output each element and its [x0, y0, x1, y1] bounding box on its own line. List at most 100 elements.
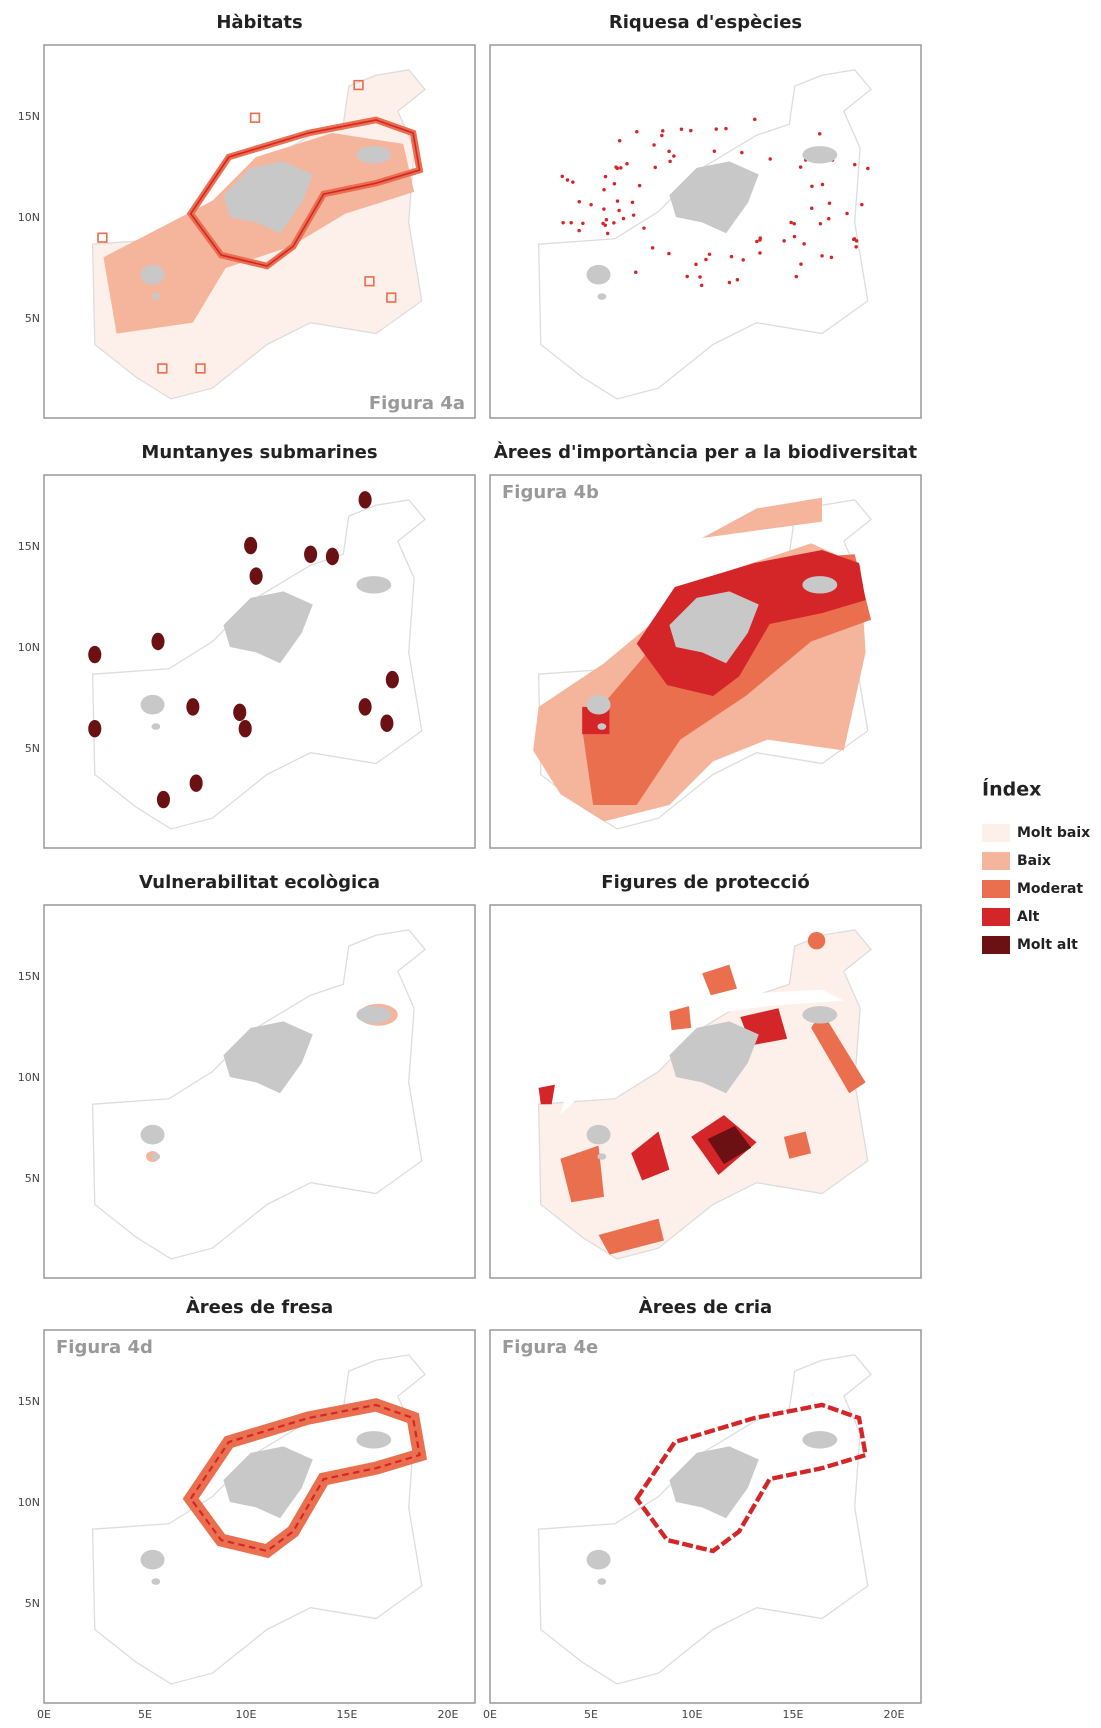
zone — [685, 275, 688, 278]
zone — [617, 209, 620, 212]
y-tick-label: 5N — [25, 1597, 40, 1610]
zone — [186, 698, 199, 715]
zone — [578, 200, 581, 203]
island — [587, 1125, 611, 1145]
panel-title: Muntanyes submarines — [141, 442, 377, 463]
zone — [704, 258, 707, 261]
zone — [151, 633, 164, 650]
zone — [860, 203, 863, 206]
x-tick-label: 20E — [438, 1708, 459, 1721]
zone — [589, 203, 592, 206]
zone — [304, 546, 317, 563]
zone — [810, 185, 813, 188]
zone — [730, 255, 733, 258]
zone — [581, 222, 584, 225]
zone — [612, 221, 615, 224]
zone — [602, 207, 605, 210]
zone — [792, 222, 795, 225]
y-tick-label: 15N — [18, 970, 40, 983]
zone — [250, 567, 263, 584]
zone — [634, 271, 637, 274]
zone — [782, 239, 785, 242]
zone — [753, 118, 756, 121]
y-tick-label: 15N — [18, 110, 40, 123]
zone — [808, 932, 825, 949]
zone — [651, 246, 654, 249]
zone — [88, 646, 101, 663]
zone — [768, 157, 771, 160]
zone — [616, 199, 619, 202]
legend-swatch — [982, 824, 1010, 842]
zone — [380, 715, 393, 732]
x-tick-label: 10E — [236, 1708, 257, 1721]
island — [587, 1550, 611, 1570]
zone — [795, 275, 798, 278]
zone — [604, 224, 607, 227]
figure-label: Figura 4d — [56, 1337, 153, 1358]
zone — [714, 127, 717, 130]
zone — [672, 154, 675, 157]
zone — [618, 139, 621, 142]
zone — [642, 226, 645, 229]
y-tick-label: 10N — [18, 1071, 40, 1084]
zone — [606, 232, 609, 235]
zone — [566, 178, 569, 181]
zone — [827, 217, 830, 220]
zone — [845, 212, 848, 215]
zone — [654, 166, 657, 169]
zone — [613, 182, 616, 185]
figure: HàbitatsFigura 4a15N10N5NRiquesa d'espèc… — [0, 0, 1101, 1724]
legend-label: Alt — [1017, 909, 1040, 925]
zone — [724, 127, 727, 130]
panel-title: Riquesa d'espècies — [609, 12, 802, 33]
zone — [830, 256, 833, 259]
island — [151, 1153, 160, 1160]
zone — [694, 263, 697, 266]
island — [587, 265, 611, 285]
island — [141, 265, 165, 285]
zone — [828, 201, 831, 204]
y-tick-label: 10N — [18, 1496, 40, 1509]
island — [802, 146, 837, 163]
zone — [708, 253, 711, 256]
zone — [667, 150, 670, 153]
legend-label: Moderat — [1017, 881, 1083, 897]
legend-swatch — [982, 880, 1010, 898]
zone — [689, 129, 692, 132]
figure-label: Figura 4e — [502, 1337, 598, 1358]
y-tick-label: 5N — [25, 312, 40, 325]
legend-label: Molt alt — [1017, 937, 1078, 953]
zone — [359, 698, 372, 715]
zone — [713, 150, 716, 153]
x-tick-label: 0E — [483, 1708, 497, 1721]
zone — [819, 222, 822, 225]
y-tick-label: 5N — [25, 742, 40, 755]
zone — [680, 128, 683, 131]
panel-title: Àrees d'importància per a la biodiversit… — [494, 441, 918, 463]
zone — [652, 143, 655, 146]
island — [141, 1550, 165, 1570]
zone — [631, 201, 634, 204]
zone — [614, 165, 617, 168]
zone — [244, 537, 257, 554]
island — [587, 695, 611, 715]
panel-title: Figures de protecció — [601, 872, 809, 893]
island — [597, 723, 606, 730]
zone — [660, 134, 663, 137]
zone — [605, 218, 608, 221]
x-tick-label: 15E — [337, 1708, 358, 1721]
zone — [700, 284, 703, 287]
island — [141, 695, 165, 715]
island — [356, 576, 391, 593]
zone — [820, 254, 823, 257]
y-tick-label: 15N — [18, 1395, 40, 1408]
zone — [736, 278, 739, 281]
zone — [698, 275, 701, 278]
zone — [604, 175, 607, 178]
zone — [853, 163, 856, 166]
zone — [561, 221, 564, 224]
zone — [668, 160, 671, 163]
panel-title: Hàbitats — [216, 12, 302, 33]
island — [802, 1006, 837, 1023]
zone — [755, 240, 758, 243]
